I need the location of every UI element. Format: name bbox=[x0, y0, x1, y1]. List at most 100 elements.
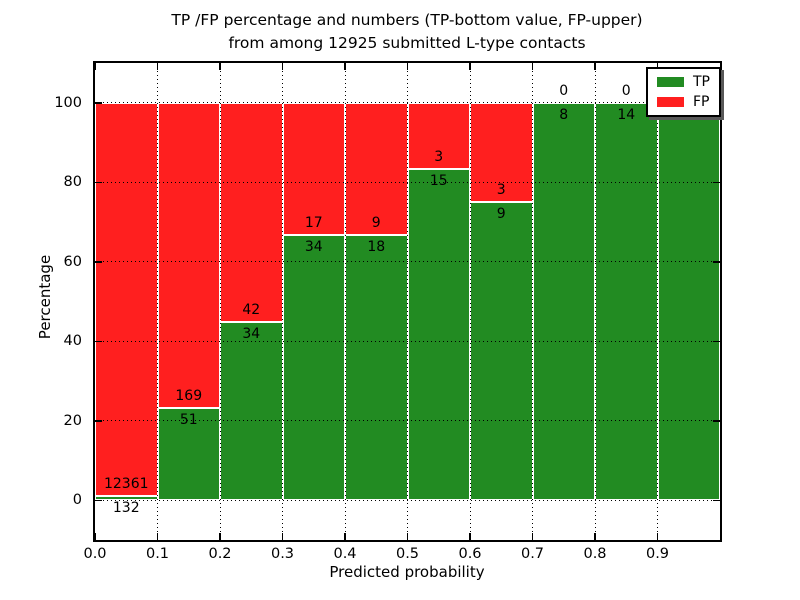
x-axis-label: Predicted probability bbox=[329, 563, 485, 581]
y-axis-label: Percentage bbox=[36, 254, 54, 340]
chart-title-line1: TP /FP percentage and numbers (TP-bottom… bbox=[171, 11, 643, 29]
y-tick-right bbox=[713, 420, 720, 422]
y-tick-left bbox=[95, 181, 102, 183]
legend-fp-swatch bbox=[657, 97, 684, 107]
y-tick-label: 60 bbox=[63, 253, 82, 270]
bar-fp-count-label: 9 bbox=[371, 215, 381, 232]
bar-fp-count-label: 42 bbox=[242, 302, 261, 319]
x-tick-top bbox=[406, 63, 409, 70]
x-tick-label: 0.5 bbox=[395, 546, 420, 562]
bar-tp-segment bbox=[532, 102, 595, 501]
x-tick-label: 0.3 bbox=[270, 546, 295, 562]
grid-line-vertical bbox=[657, 63, 658, 540]
bar-fp-count-label: 12361 bbox=[103, 476, 149, 493]
bar-fp-count-label: 0 bbox=[559, 82, 569, 99]
chart-title: TP /FP percentage and numbers (TP-bottom… bbox=[171, 9, 642, 55]
x-tick-label: 0.0 bbox=[83, 546, 107, 562]
y-tick-right bbox=[713, 499, 720, 501]
x-tick-bottom bbox=[469, 533, 471, 540]
x-tick-bottom bbox=[344, 533, 346, 540]
bar-tp-segment bbox=[157, 408, 220, 501]
chart-title-line2: from among 12925 submitted L-type contac… bbox=[228, 34, 586, 52]
bar-fp-count-label: 0 bbox=[621, 82, 631, 99]
x-tick-top bbox=[219, 63, 221, 70]
x-tick-top bbox=[594, 63, 596, 70]
legend-fp-label: FP bbox=[693, 94, 710, 110]
bar-tp-segment bbox=[282, 235, 345, 501]
bar-tp-segment bbox=[345, 235, 408, 501]
bar-fp-segment bbox=[345, 102, 408, 236]
legend-item-fp: FP bbox=[657, 95, 710, 109]
grid-line-vertical bbox=[532, 63, 533, 540]
x-tick-bottom bbox=[531, 533, 534, 540]
x-tick-label: 0.9 bbox=[645, 546, 670, 562]
legend-tp-swatch bbox=[657, 77, 684, 87]
legend: TP FP bbox=[646, 67, 721, 117]
y-tick-label: 20 bbox=[63, 412, 82, 429]
y-tick-left bbox=[95, 261, 102, 263]
x-tick-top bbox=[531, 63, 534, 70]
y-tick-left bbox=[95, 102, 102, 104]
x-tick-label: 0.1 bbox=[145, 546, 170, 562]
bar-tp-segment bbox=[657, 102, 720, 501]
bar-tp-count-label: 34 bbox=[304, 239, 323, 256]
x-tick-label: 0.2 bbox=[208, 546, 232, 562]
x-tick-top bbox=[156, 63, 159, 70]
y-tick-left bbox=[95, 499, 102, 501]
bar-fp-count-label: 17 bbox=[304, 215, 323, 232]
x-tick-top bbox=[94, 63, 96, 70]
grid-line-vertical bbox=[344, 63, 346, 540]
bar-tp-count-label: 8 bbox=[559, 106, 569, 123]
x-tick-label: 0.6 bbox=[458, 546, 482, 562]
y-tick-label: 40 bbox=[63, 333, 82, 350]
grid-line-vertical bbox=[469, 63, 471, 540]
bar-fp-count-label: 3 bbox=[496, 182, 506, 199]
x-tick-bottom bbox=[656, 533, 659, 540]
grid-line-vertical bbox=[407, 63, 408, 540]
bar-tp-count-label: 51 bbox=[179, 412, 198, 429]
bar-tp-segment bbox=[470, 202, 533, 501]
y-tick-right bbox=[713, 340, 720, 342]
bar-fp-segment bbox=[220, 102, 283, 323]
x-tick-top bbox=[656, 63, 659, 70]
legend-item-tp: TP bbox=[657, 75, 710, 89]
bar-tp-segment bbox=[220, 322, 283, 501]
bar-fp-count-label: 3 bbox=[434, 149, 444, 165]
legend-tp-label: TP bbox=[693, 74, 710, 90]
x-tick-bottom bbox=[594, 533, 596, 540]
bar-tp-count-label: 18 bbox=[367, 239, 386, 256]
bar-fp-count-label: 169 bbox=[175, 388, 203, 405]
y-tick-label: 0 bbox=[72, 492, 82, 509]
y-tick-left bbox=[95, 420, 102, 422]
x-tick-label: 0.7 bbox=[520, 546, 545, 562]
y-tick-left bbox=[95, 340, 102, 342]
x-tick-bottom bbox=[94, 533, 96, 540]
x-tick-top bbox=[281, 63, 284, 70]
bar-tp-segment bbox=[407, 169, 470, 501]
x-tick-label: 0.8 bbox=[583, 546, 607, 562]
bar-tp-count-label: 9 bbox=[496, 206, 506, 223]
bar-fp-segment bbox=[157, 102, 220, 409]
x-tick-bottom bbox=[281, 533, 284, 540]
bar-tp-count-label: 132 bbox=[112, 500, 140, 517]
x-tick-bottom bbox=[406, 533, 409, 540]
x-tick-bottom bbox=[156, 533, 159, 540]
x-tick-bottom bbox=[219, 533, 221, 540]
bar-tp-count-label: 15 bbox=[429, 173, 448, 189]
grid-line-vertical bbox=[157, 63, 158, 540]
bar-tp-segment bbox=[595, 102, 658, 501]
grid-line-vertical bbox=[282, 63, 283, 540]
bar-fp-segment bbox=[282, 102, 345, 236]
y-tick-label: 80 bbox=[63, 174, 82, 191]
x-tick-top bbox=[469, 63, 471, 70]
y-tick-label: 100 bbox=[54, 94, 82, 111]
y-tick-right bbox=[713, 181, 720, 183]
grid-line-vertical bbox=[219, 63, 221, 540]
y-tick-right bbox=[713, 261, 720, 263]
plot-area: TP FP 12361 132 169 51 42 34 17 34 9 18 3 15 3 9 0 8 0 14… bbox=[54, 61, 722, 562]
x-tick-label: 0.4 bbox=[333, 546, 357, 562]
bar-tp-count-label: 14 bbox=[617, 106, 636, 123]
grid-line-vertical bbox=[594, 63, 596, 540]
bar-fp-segment bbox=[95, 102, 158, 497]
